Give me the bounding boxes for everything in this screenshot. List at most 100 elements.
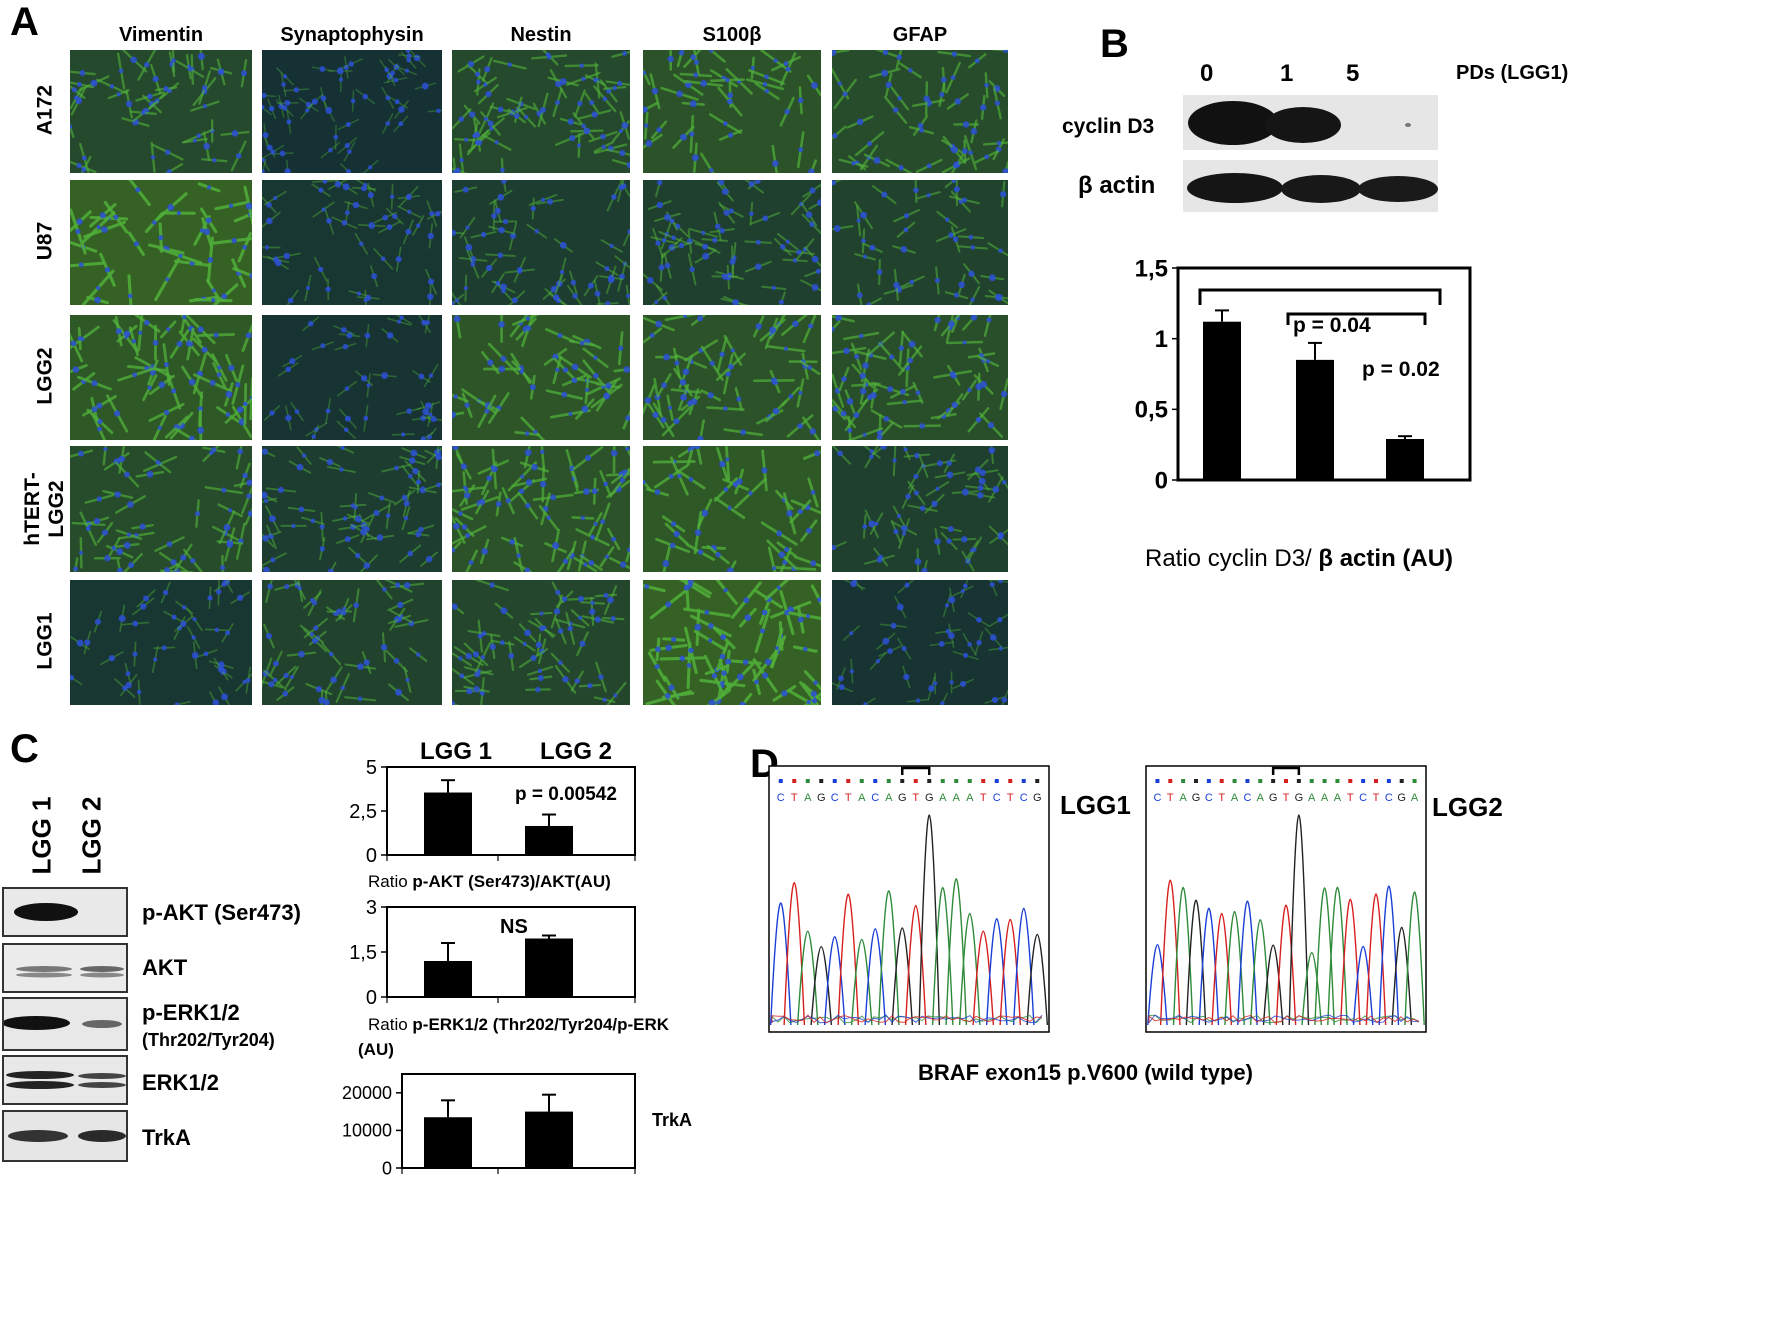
peak-13 <box>945 878 968 1026</box>
base-call-4: C <box>1205 792 1213 804</box>
micrograph-r2-c2 <box>452 315 630 440</box>
y-tick-label-1: 10000 <box>342 1121 392 1141</box>
base-call-5: T <box>845 792 852 804</box>
peak-18 <box>1012 907 1035 1026</box>
panel-b-letter: B <box>1100 22 1129 66</box>
row-header-0: A172 <box>33 84 56 135</box>
base-call-5: T <box>1218 792 1225 804</box>
base-call-12: A <box>1308 792 1316 804</box>
base-call-6: A <box>858 792 866 804</box>
peak-7 <box>1237 900 1258 1026</box>
micrograph-r1-c2 <box>452 180 630 305</box>
y-tick-label-1: 0,5 <box>1135 397 1168 424</box>
micrograph-r0-c3 <box>643 50 821 173</box>
base-call-2: A <box>1179 792 1187 804</box>
y-tick-label-2: 1 <box>1155 326 1168 353</box>
peak-19 <box>1391 926 1413 1026</box>
base-marker-15 <box>981 779 986 783</box>
base-marker-10 <box>1284 779 1288 783</box>
akt-blot <box>2 943 128 993</box>
baseline-noise-2 <box>771 1014 1043 1024</box>
base-marker-9 <box>1271 779 1276 783</box>
p-erk-blot <box>2 997 128 1051</box>
blot-label-trka: TrkA <box>142 1125 191 1150</box>
base-call-2: A <box>804 792 812 804</box>
base-call-16: C <box>993 792 1001 804</box>
peak-8 <box>877 890 900 1026</box>
blot-label-cyclin-d3: cyclin D3 <box>1062 115 1155 138</box>
base-marker-14 <box>967 779 972 783</box>
base-marker-13 <box>954 779 959 783</box>
base-marker-16 <box>1361 779 1366 783</box>
lane-lgg1-wrap: LGG 1 <box>22 795 62 875</box>
p-akt-blot <box>2 887 128 937</box>
base-marker-17 <box>1008 779 1013 783</box>
blot-label-p-akt: p-AKT (Ser473) <box>142 900 301 925</box>
column-header-3: S100β <box>702 24 762 46</box>
base-marker-3 <box>819 779 824 783</box>
ns-label: NS <box>500 916 528 938</box>
peak-11 <box>918 814 941 1026</box>
base-call-17: T <box>1373 792 1380 804</box>
micrograph-r0-c2 <box>452 50 630 173</box>
cyclin-d3-blot <box>1183 95 1438 150</box>
base-marker-5 <box>846 779 851 783</box>
micrograph-r3-c0 <box>70 446 252 572</box>
base-marker-11 <box>1296 779 1301 783</box>
blot-label-p-erk: p-ERK1/2 <box>142 1000 240 1025</box>
lane-label-5: 5 <box>1346 60 1360 87</box>
micrograph-r4-c3 <box>643 580 821 705</box>
base-marker-0 <box>778 779 783 783</box>
micrograph-r2-c0 <box>70 315 252 440</box>
peak-16 <box>1352 945 1374 1026</box>
base-marker-2 <box>1181 779 1186 783</box>
micrograph-r3-c4 <box>832 446 1008 572</box>
base-marker-14 <box>1335 779 1340 783</box>
y-tick-label-2: 20000 <box>342 1083 392 1103</box>
column-header-0: Vimentin <box>118 24 204 46</box>
peak-7 <box>864 928 887 1026</box>
base-marker-16 <box>994 779 999 783</box>
base-call-14: A <box>1334 792 1342 804</box>
codon-bracket <box>1271 766 1301 775</box>
codon-bracket <box>901 766 931 775</box>
y-tick-label-0: 0 <box>1155 467 1168 494</box>
peak-10 <box>904 904 927 1026</box>
micrograph-r0-c0 <box>70 50 252 173</box>
base-call-15: T <box>1347 792 1354 804</box>
base-call-7: C <box>871 792 879 804</box>
panel-a-letter: A <box>10 0 39 44</box>
base-marker-6 <box>859 779 864 783</box>
base-marker-8 <box>886 779 891 783</box>
peak-8 <box>1249 918 1271 1026</box>
y-tick-label-1: 2,5 <box>349 801 377 823</box>
bar-0 <box>424 1117 472 1168</box>
base-marker-18 <box>1021 779 1026 783</box>
base-marker-20 <box>1412 779 1417 783</box>
chromatogram-frame <box>1145 765 1427 1033</box>
micrograph-r4-c0 <box>70 580 252 705</box>
micrograph-r3-c2 <box>452 446 630 572</box>
base-call-1: T <box>1167 792 1174 804</box>
row-header-2: LGG2 <box>33 346 56 405</box>
peak-2 <box>1172 886 1194 1026</box>
peak-20 <box>1404 891 1425 1026</box>
base-call-8: A <box>885 792 893 804</box>
bar-1 <box>525 1111 573 1168</box>
row-header-3: hTERT- LGG2 <box>21 472 68 546</box>
peak-10 <box>1275 904 1297 1026</box>
trka-chart-label: TrkA <box>652 1110 693 1130</box>
peak-11 <box>1288 814 1310 1026</box>
panel-b-caption: Ratio cyclin D3/ β actin (AU) <box>1145 545 1454 572</box>
trka-chart: 0 10000 20000 <box>342 1073 636 1178</box>
blot-label-beta-actin: β actin <box>1078 172 1156 199</box>
bar-1 <box>1296 359 1334 480</box>
peak-5 <box>837 893 860 1026</box>
peak-14 <box>958 912 981 1026</box>
peak-18 <box>1378 885 1400 1026</box>
micrograph-r4-c2 <box>452 580 630 705</box>
row-header-4: LGG1 <box>33 611 56 670</box>
y-tick-label-3: 1,5 <box>1135 255 1168 282</box>
chart-c2-caption-line2: (AU) <box>358 1040 394 1059</box>
base-marker-11 <box>927 779 932 783</box>
